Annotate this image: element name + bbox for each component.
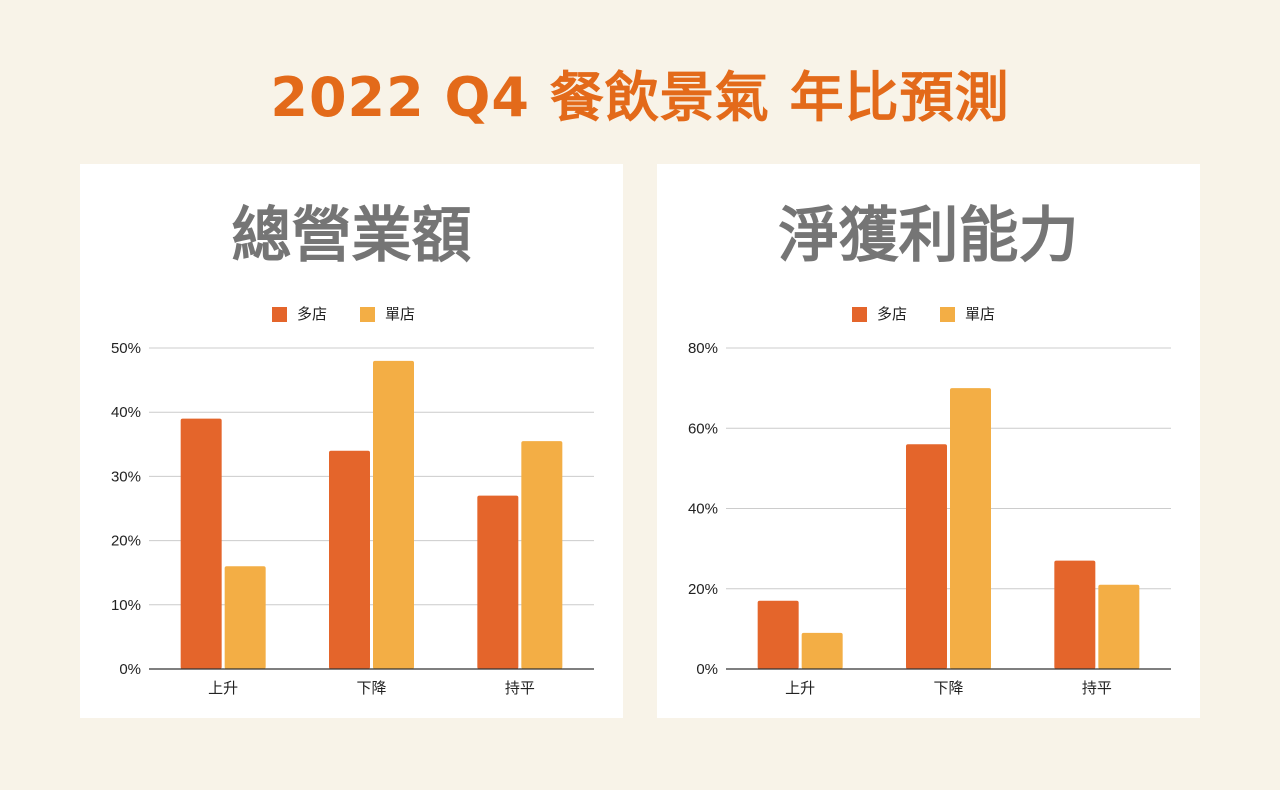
legend-label-single-store: 單店 — [385, 306, 415, 323]
y-tick-label: 50% — [111, 340, 141, 357]
x-category-label: 上升 — [208, 680, 238, 697]
legend-swatch-multi-store — [852, 307, 867, 322]
bar-multi-store-0 — [180, 418, 222, 669]
legend-swatch-single-store — [940, 307, 955, 322]
chart-title: 總營業額 — [232, 201, 472, 271]
bar-single-store-0 — [801, 632, 843, 669]
bar-multi-store-0 — [757, 600, 799, 669]
x-category-label: 下降 — [933, 680, 963, 697]
y-tick-label: 30% — [111, 468, 141, 485]
y-tick-label: 0% — [119, 661, 141, 678]
legend-label-multi-store: 多店 — [297, 306, 327, 323]
y-tick-label: 60% — [688, 420, 718, 437]
profit-chart-panel: 淨獲利能力多店 單店 0% 20% 40% 60% 80% 上升 下降 持平 — [657, 164, 1200, 718]
y-tick-label: 0% — [696, 661, 718, 678]
bar-single-store-2 — [521, 441, 563, 669]
x-category-label: 下降 — [356, 680, 386, 697]
y-tick-label: 20% — [688, 581, 718, 598]
bar-single-store-2 — [1098, 584, 1140, 669]
bar-multi-store-1 — [906, 444, 947, 669]
bar-single-store-1 — [373, 360, 414, 669]
bar-multi-store-2 — [1054, 560, 1096, 669]
legend-label-single-store: 單店 — [965, 306, 995, 323]
y-tick-label: 10% — [111, 597, 141, 614]
x-category-label: 上升 — [785, 680, 815, 697]
x-category-label: 持平 — [505, 680, 535, 697]
legend-swatch-single-store — [360, 307, 375, 322]
bar-multi-store-1 — [329, 450, 370, 669]
page-title: 2022 Q4 餐飲景氣 年比預測 — [270, 66, 1010, 129]
legend-label-multi-store: 多店 — [877, 306, 907, 323]
chart-title: 淨獲利能力 — [779, 201, 1079, 271]
y-tick-label: 80% — [688, 340, 718, 357]
bar-multi-store-2 — [477, 495, 519, 669]
y-tick-label: 20% — [111, 533, 141, 550]
x-category-label: 持平 — [1082, 680, 1112, 697]
bar-single-store-1 — [950, 388, 991, 669]
y-tick-label: 40% — [111, 404, 141, 421]
bar-single-store-0 — [224, 566, 266, 669]
y-tick-label: 40% — [688, 501, 718, 518]
revenue-chart-panel: 總營業額多店 單店 0% 10% 20% 30% 40% 50% 上升 下降 持平 — [80, 164, 623, 718]
legend-swatch-multi-store — [272, 307, 287, 322]
